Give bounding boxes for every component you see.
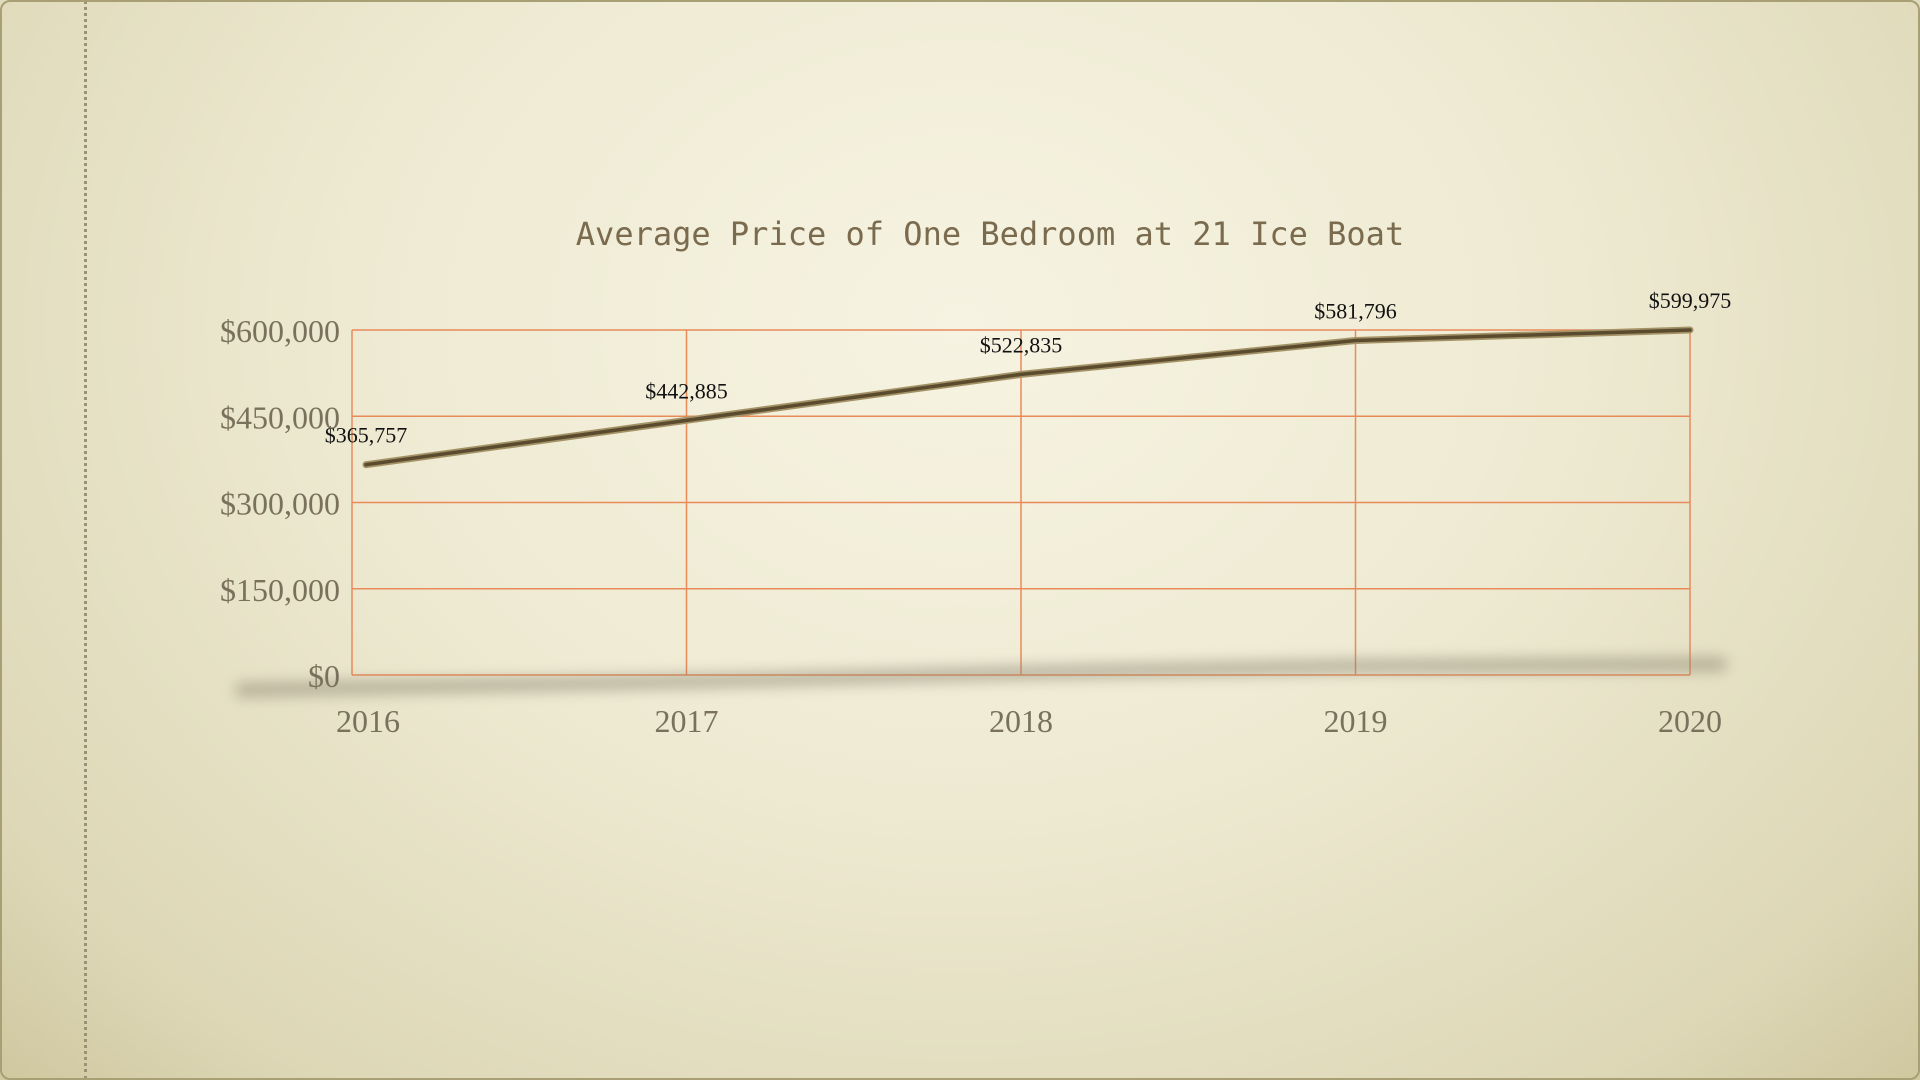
x-tick-label-3: 2019 xyxy=(1324,703,1388,739)
x-tick-label-1: 2017 xyxy=(655,703,719,739)
data-label-0: $365,757 xyxy=(325,423,408,448)
y-tick-label-3: $450,000 xyxy=(220,399,340,435)
data-point-4 xyxy=(1688,328,1692,332)
x-tick-label-2: 2018 xyxy=(989,703,1053,739)
data-labels: $365,757 $442,885 $522,835 $581,796 $599,975 xyxy=(325,288,1732,448)
line-shadow xyxy=(235,657,1727,697)
y-tick-label-1: $150,000 xyxy=(220,572,340,608)
x-tick-label-0: 2016 xyxy=(336,703,400,739)
data-label-1: $442,885 xyxy=(645,378,728,403)
data-point-1 xyxy=(685,418,688,422)
data-label-3: $581,796 xyxy=(1314,298,1397,323)
dotted-margin-line xyxy=(84,0,87,1080)
data-label-4: $599,975 xyxy=(1649,288,1732,313)
y-tick-label-0: $0 xyxy=(308,658,340,694)
x-tick-label-4: 2020 xyxy=(1658,703,1722,739)
y-tick-label-4: $600,000 xyxy=(220,313,340,349)
data-point-2 xyxy=(1019,372,1023,376)
y-tick-label-2: $300,000 xyxy=(220,486,340,522)
series xyxy=(362,326,1694,469)
x-axis-ticks: 2016 2017 2018 2019 2020 xyxy=(336,703,1722,739)
data-point-3 xyxy=(1354,338,1357,342)
data-label-2: $522,835 xyxy=(980,332,1063,357)
grid xyxy=(351,329,1691,676)
chart-title: Average Price of One Bedroom at 21 Ice B… xyxy=(576,215,1404,253)
data-point-0 xyxy=(364,463,368,467)
y-axis-ticks: $0 $150,000 $300,000 $450,000 $600,000 xyxy=(220,313,340,694)
series-shadow-0 xyxy=(235,657,1727,697)
